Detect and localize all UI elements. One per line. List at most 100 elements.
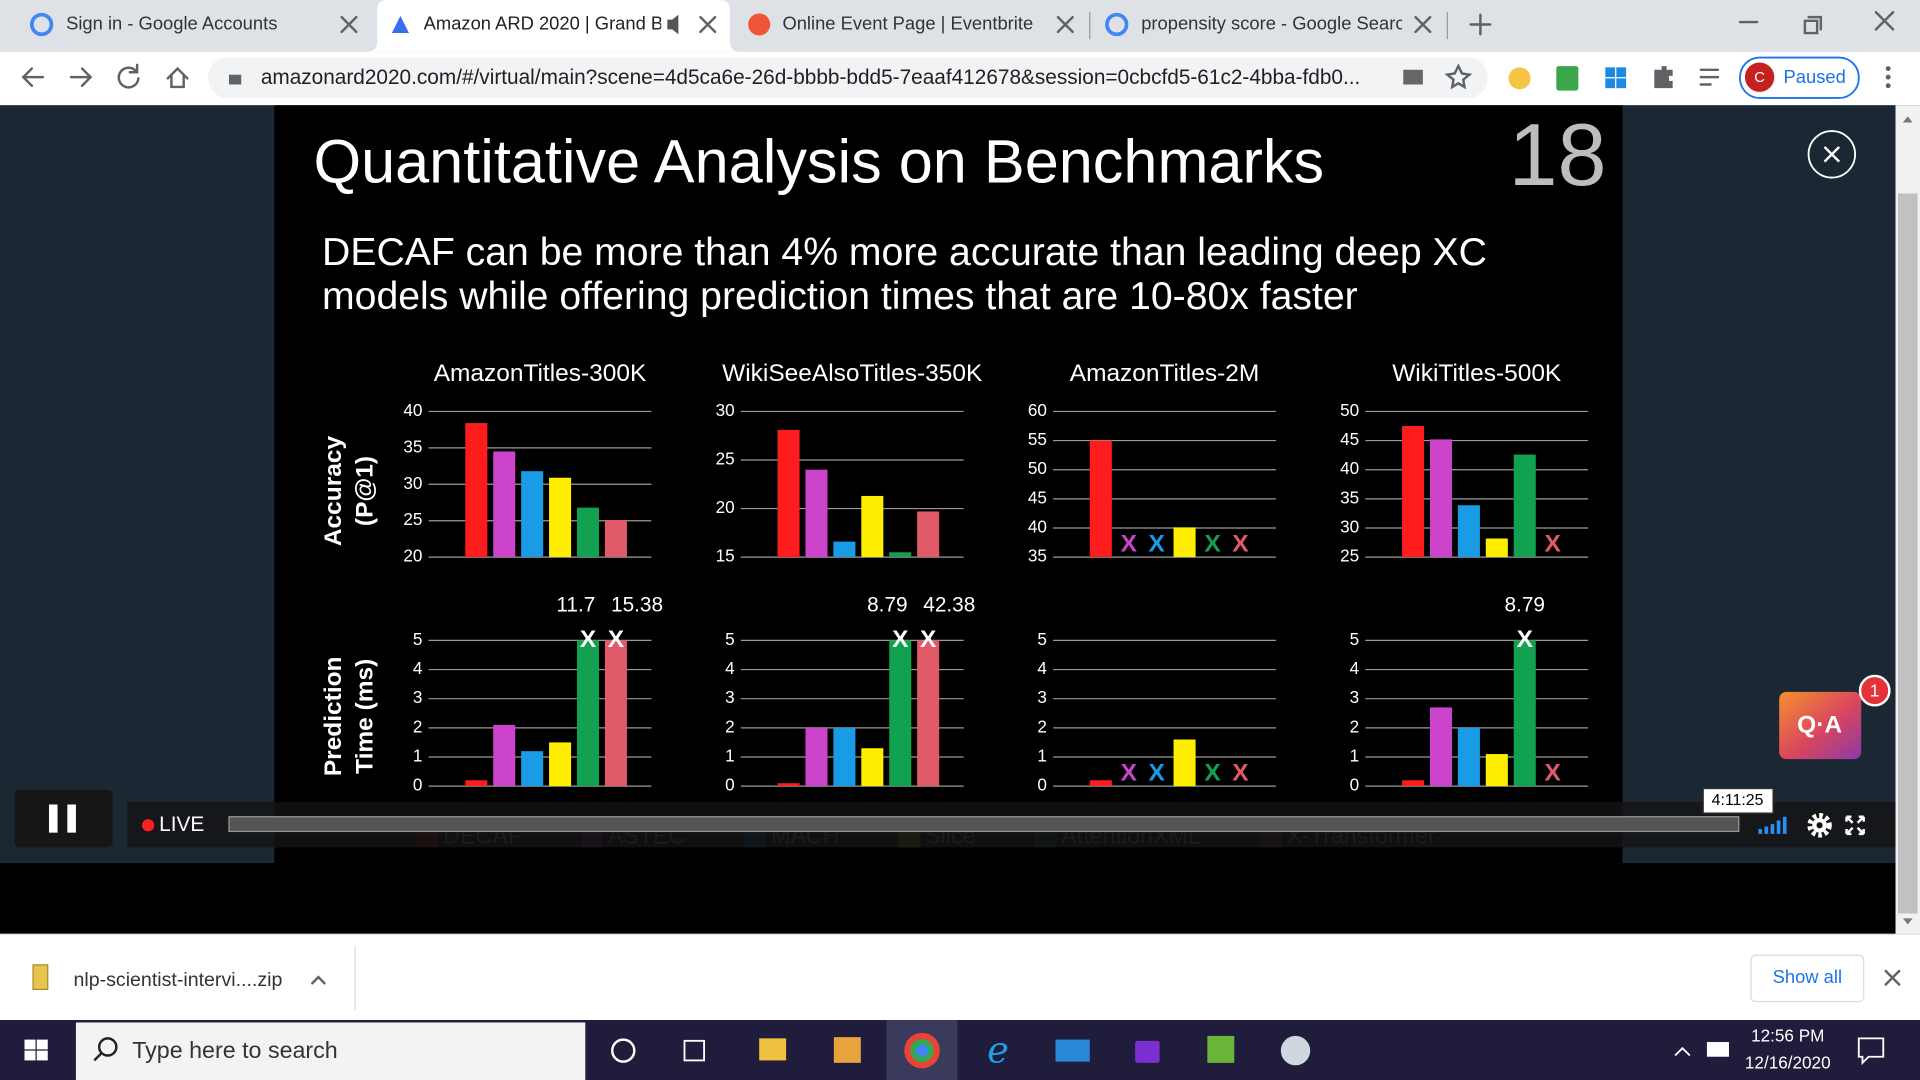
blocked-icon[interactable]: [1403, 69, 1423, 85]
y-tick-label: 2: [725, 716, 735, 736]
url[interactable]: amazonard2020.com/#/virtual/main?scene=4…: [261, 66, 1361, 89]
tab-close[interactable]: [1056, 15, 1074, 34]
start-button[interactable]: [24, 1039, 48, 1061]
bar: [1429, 439, 1452, 558]
settings[interactable]: [1807, 813, 1832, 838]
clock-date[interactable]: 12/16/2020: [1745, 1053, 1831, 1073]
y-tick-label: 40: [403, 400, 422, 420]
address-bar[interactable]: [208, 57, 1488, 98]
slide-subtitle: models while offering prediction times t…: [322, 275, 1358, 318]
y-tick-label: 50: [1340, 400, 1359, 420]
close-downloads[interactable]: [1884, 969, 1901, 986]
close-window[interactable]: [1874, 11, 1895, 31]
y-tick-label: 35: [403, 436, 422, 456]
home[interactable]: [166, 66, 189, 89]
off-scale-mark: X: [608, 626, 625, 653]
reload[interactable]: [117, 63, 140, 89]
back[interactable]: [21, 67, 45, 87]
y-tick-label: 4: [413, 658, 423, 678]
tray-icon[interactable]: [1706, 1042, 1729, 1057]
y-tick-label: 1: [413, 746, 423, 766]
task-view[interactable]: [683, 1039, 705, 1062]
y-tick-label: 45: [1340, 429, 1359, 449]
chart-title: AmazonTitles-2M: [1070, 360, 1259, 387]
bar: [1513, 454, 1536, 558]
bar: [889, 640, 912, 787]
slide-number: 18: [1508, 105, 1606, 204]
bar: [1485, 538, 1508, 558]
bar: [1457, 727, 1480, 787]
cortana[interactable]: [611, 1038, 636, 1063]
store[interactable]: [833, 1037, 861, 1063]
tab-close[interactable]: [699, 15, 717, 34]
missing-mark: X: [1232, 530, 1249, 557]
y-tick-label: 3: [1037, 687, 1047, 707]
y-tick-label: 4: [725, 658, 735, 678]
tab[interactable]: Online Event Page | Eventbrite: [748, 12, 1091, 40]
download-bar: [0, 934, 1920, 1020]
chrome-center: [915, 1044, 929, 1057]
extension[interactable]: [1605, 67, 1627, 89]
new-tab[interactable]: [1469, 13, 1492, 36]
restore[interactable]: [1803, 15, 1823, 35]
close-glyph: [1823, 146, 1841, 163]
file-explorer[interactable]: [759, 1038, 787, 1061]
y-tick-label: 1: [1350, 746, 1360, 766]
paint[interactable]: [1280, 1035, 1311, 1066]
missing-mark: X: [1204, 530, 1221, 557]
off-scale-mark: X: [1517, 626, 1534, 653]
qa-label: Q·A: [1797, 712, 1842, 739]
progress-bar[interactable]: [228, 816, 1740, 833]
tab[interactable]: propensity score - Google Search: [1105, 12, 1448, 40]
tab-icon: [391, 15, 409, 34]
search-box[interactable]: [75, 1022, 586, 1080]
tab-close[interactable]: [340, 15, 358, 34]
extensions-menu[interactable]: [1654, 66, 1673, 89]
notifications[interactable]: [1857, 1037, 1885, 1066]
signal-bar: [1770, 824, 1775, 834]
off-scale-mark: X: [892, 626, 909, 653]
bar: [549, 477, 572, 558]
logo-part: [24, 1050, 36, 1061]
quality-icon[interactable]: [1758, 816, 1787, 834]
clock-time[interactable]: 12:56 PM: [1751, 1026, 1824, 1046]
tab[interactable]: Amazon ARD 2020 | Grand B: [367, 0, 740, 52]
app[interactable]: [1135, 1040, 1160, 1063]
y-tick-label: 2: [413, 716, 423, 736]
scroll-thumb[interactable]: [1897, 193, 1918, 914]
pause-button[interactable]: [14, 789, 113, 848]
media-control[interactable]: [1699, 68, 1720, 86]
close-video[interactable]: [1807, 130, 1857, 179]
mail[interactable]: [1055, 1039, 1090, 1062]
extension[interactable]: [1556, 66, 1579, 91]
download-menu[interactable]: [311, 975, 326, 985]
show-all-button[interactable]: [1750, 954, 1865, 1003]
signal-bar: [1764, 826, 1769, 834]
forward[interactable]: [69, 67, 93, 87]
extension[interactable]: [1508, 67, 1531, 90]
menu-dot: [1885, 66, 1891, 72]
tray-expand[interactable]: [1674, 1046, 1691, 1057]
missing-mark: X: [1148, 759, 1165, 786]
bookmark[interactable]: [1444, 63, 1473, 90]
app[interactable]: [1207, 1035, 1235, 1063]
y-tick-label: 20: [716, 497, 735, 517]
bar: [1173, 527, 1196, 558]
y-tick-label: 1: [725, 746, 735, 766]
qa-button[interactable]: Q·A 1: [1779, 674, 1891, 760]
menu[interactable]: [1885, 66, 1891, 89]
y-tick-label: 45: [1028, 487, 1047, 507]
extension-part: [1616, 67, 1627, 78]
fullscreen[interactable]: [1845, 815, 1865, 836]
pause-bar: [48, 804, 58, 833]
edge[interactable]: e: [987, 1029, 1009, 1072]
bar: [493, 724, 516, 787]
y-tick-label: 2: [1037, 716, 1047, 736]
tab-close[interactable]: [1414, 15, 1432, 34]
download-file[interactable]: nlp-scientist-intervi....zip: [73, 969, 282, 991]
tab[interactable]: Sign in - Google Accounts: [30, 12, 358, 37]
data-label: 42.38: [923, 594, 975, 617]
y-tick-label: 0: [1037, 775, 1047, 795]
